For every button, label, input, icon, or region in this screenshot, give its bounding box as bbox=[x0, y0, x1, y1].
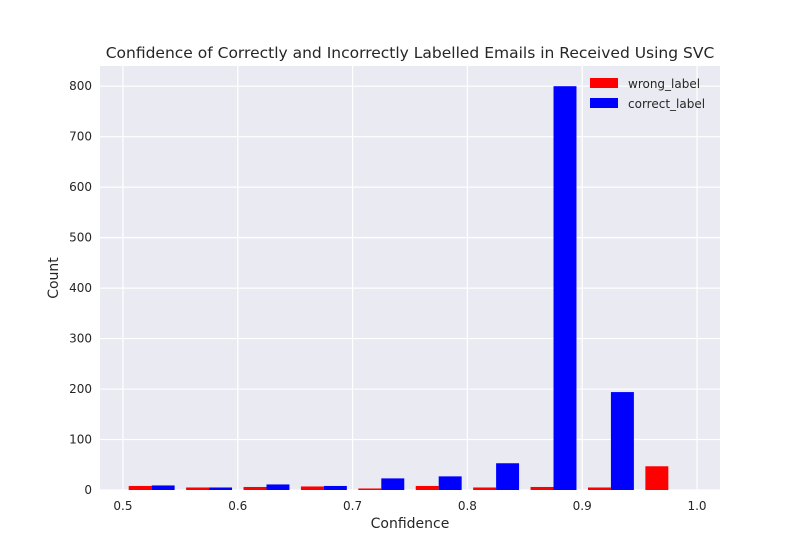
legend-label-wrong-label: wrong_label bbox=[628, 77, 700, 91]
y-tick-label: 200 bbox=[69, 382, 92, 396]
bar-correct-label-3 bbox=[323, 485, 347, 490]
y-tick-label: 600 bbox=[69, 180, 92, 194]
bar-wrong-label-0 bbox=[128, 485, 152, 490]
bars-group bbox=[128, 86, 669, 490]
legend-label-correct-label: correct_label bbox=[628, 97, 705, 111]
bar-wrong-label-5 bbox=[415, 485, 439, 490]
x-tick-labels: 0.5 0.6 0.7 0.8 0.9 1.0 bbox=[113, 499, 706, 513]
bar-wrong-label-7 bbox=[530, 486, 554, 490]
x-tick-label: 1.0 bbox=[687, 499, 706, 513]
bar-correct-label-6 bbox=[496, 463, 520, 490]
x-tick-label: 0.9 bbox=[573, 499, 592, 513]
x-axis-title: Confidence bbox=[371, 516, 450, 532]
bar-wrong-label-1 bbox=[186, 487, 210, 490]
bar-wrong-label-8 bbox=[587, 487, 611, 490]
bar-wrong-label-4 bbox=[358, 488, 382, 490]
y-axis-title: Count bbox=[46, 257, 62, 299]
bar-correct-label-0 bbox=[151, 485, 175, 490]
y-tick-labels: 0 100 200 300 400 500 600 700 800 bbox=[69, 79, 92, 497]
bar-wrong-label-9 bbox=[645, 466, 669, 490]
bar-correct-label-1 bbox=[209, 487, 233, 490]
bar-correct-label-7 bbox=[553, 86, 577, 490]
legend: wrong_label correct_label bbox=[590, 77, 705, 111]
y-tick-label: 700 bbox=[69, 130, 92, 144]
bar-correct-label-4 bbox=[381, 478, 405, 490]
x-tick-label: 0.8 bbox=[458, 499, 477, 513]
bar-correct-label-8 bbox=[610, 392, 634, 490]
legend-swatch-correct-label bbox=[590, 98, 618, 108]
y-tick-label: 500 bbox=[69, 231, 92, 245]
x-tick-label: 0.7 bbox=[343, 499, 362, 513]
y-tick-label: 400 bbox=[69, 281, 92, 295]
y-tick-label: 300 bbox=[69, 332, 92, 346]
bar-wrong-label-2 bbox=[243, 486, 267, 490]
x-tick-label: 0.5 bbox=[113, 499, 132, 513]
bar-wrong-label-6 bbox=[473, 487, 497, 490]
y-tick-label: 800 bbox=[69, 79, 92, 93]
chart-title: Confidence of Correctly and Incorrectly … bbox=[106, 44, 715, 62]
legend-swatch-wrong-label bbox=[590, 78, 618, 88]
bar-wrong-label-3 bbox=[300, 486, 324, 490]
bar-correct-label-2 bbox=[266, 484, 290, 490]
y-tick-label: 0 bbox=[84, 483, 92, 497]
y-tick-label: 100 bbox=[69, 433, 92, 447]
bar-correct-label-5 bbox=[438, 476, 462, 490]
x-tick-label: 0.6 bbox=[228, 499, 247, 513]
